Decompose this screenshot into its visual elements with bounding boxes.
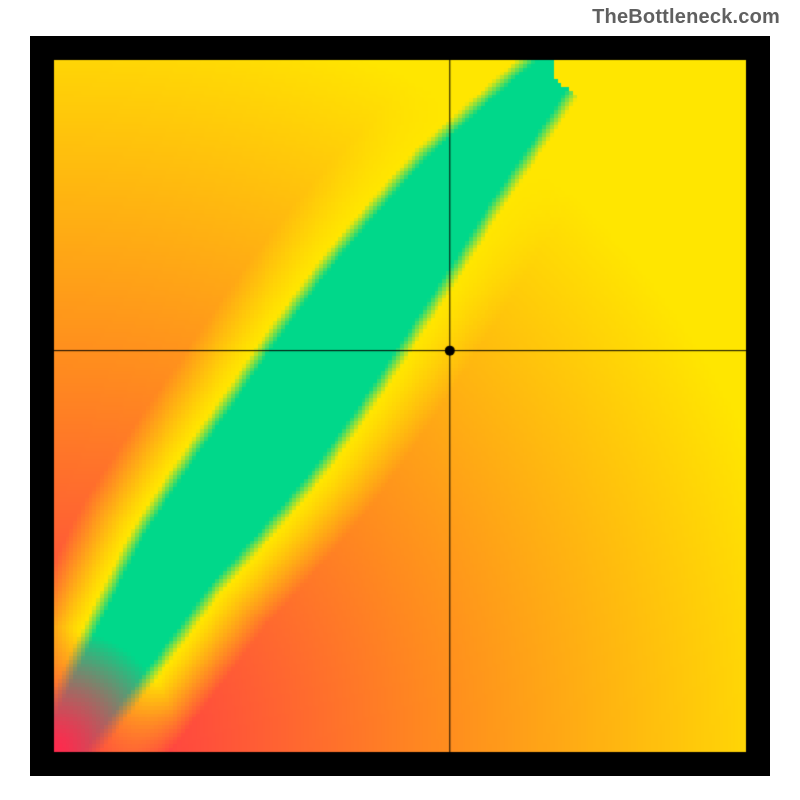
watermark-text: TheBottleneck.com xyxy=(592,6,780,29)
canvas-wrap xyxy=(30,36,770,776)
bottleneck-heatmap-canvas xyxy=(30,36,770,776)
chart-container: TheBottleneck.com xyxy=(0,0,800,800)
